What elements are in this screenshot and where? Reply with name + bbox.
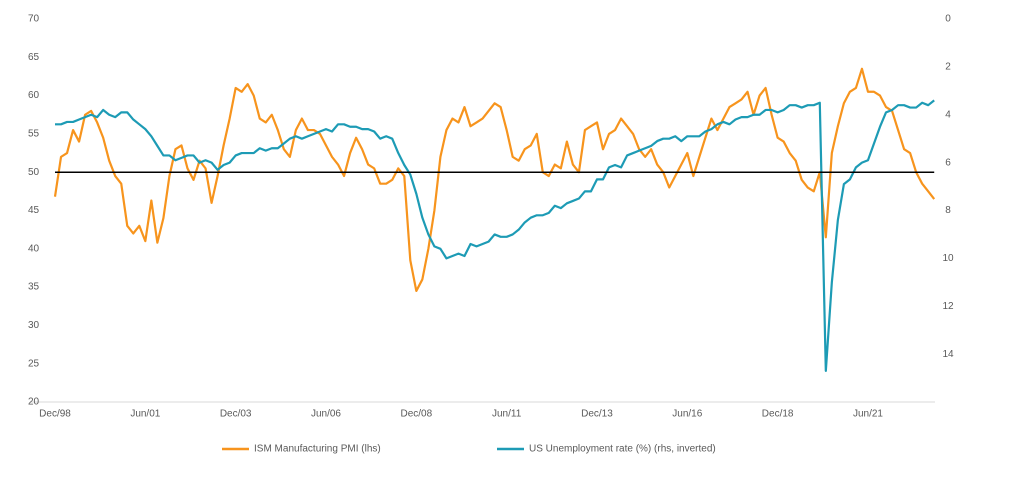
y2-tick-label: 10 [942,253,954,264]
x-tick-label: Jun/16 [672,409,702,420]
y-tick-label: 55 [28,129,40,140]
x-tick-label: Dec/13 [581,409,613,420]
y2-tick-label: 8 [945,205,951,216]
y2-tick-label: 12 [942,301,954,312]
y-tick-label: 60 [28,90,40,101]
y-tick-label: 25 [28,358,40,369]
y-tick-label: 50 [28,167,40,178]
y2-tick-label: 2 [945,62,951,73]
y-tick-label: 30 [28,320,40,331]
y2-tick-label: 0 [945,14,951,25]
series-line [53,67,936,293]
x-tick-label: Dec/08 [400,409,432,420]
y-tick-label: 35 [28,282,40,293]
y-tick-label: 40 [28,243,40,254]
x-tick-label: Jun/06 [311,409,341,420]
y2-tick-label: 4 [945,109,951,120]
x-tick-label: Dec/98 [39,409,71,420]
x-tick-label: Dec/03 [220,409,252,420]
series-line [55,99,935,372]
legend-label: ISM Manufacturing PMI (lhs) [254,444,381,455]
x-tick-label: Dec/18 [762,409,794,420]
y-tick-label: 65 [28,52,40,63]
x-tick-label: Jun/11 [492,409,522,420]
y2-tick-label: 6 [945,157,951,168]
x-tick-label: Jun/01 [130,409,160,420]
y2-tick-label: 14 [942,349,954,360]
y-tick-label: 70 [28,14,40,25]
legend-label: US Unemployment rate (%) (rhs, inverted) [529,444,716,455]
y-tick-label: 20 [28,397,40,408]
x-tick-label: Jun/21 [853,409,883,420]
y-tick-label: 45 [28,205,40,216]
